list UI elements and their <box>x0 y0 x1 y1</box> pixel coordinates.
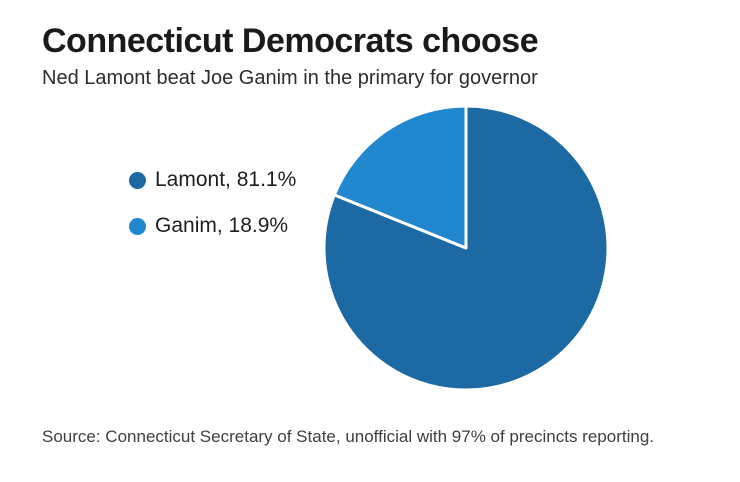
legend-swatch-lamont-icon <box>129 171 146 189</box>
source-note: Source: Connecticut Secretary of State, … <box>42 427 654 446</box>
legend-item-lamont: Lamont, 81.1% <box>129 168 296 192</box>
pie-chart <box>322 104 610 392</box>
legend-label-ganim: Ganim, 18.9% <box>155 214 289 237</box>
legend-label-lamont: Lamont, 81.1% <box>155 168 297 191</box>
chart-subtitle: Ned Lamont beat Joe Ganim in the primary… <box>42 67 538 89</box>
chart-title: Connecticut Democrats choose <box>42 22 539 60</box>
legend: Lamont, 81.1% Ganim, 18.9% <box>129 168 296 260</box>
legend-swatch-ganim-icon <box>129 217 146 235</box>
legend-item-ganim: Ganim, 18.9% <box>129 214 296 238</box>
pie-slice-ganim <box>332 104 468 250</box>
